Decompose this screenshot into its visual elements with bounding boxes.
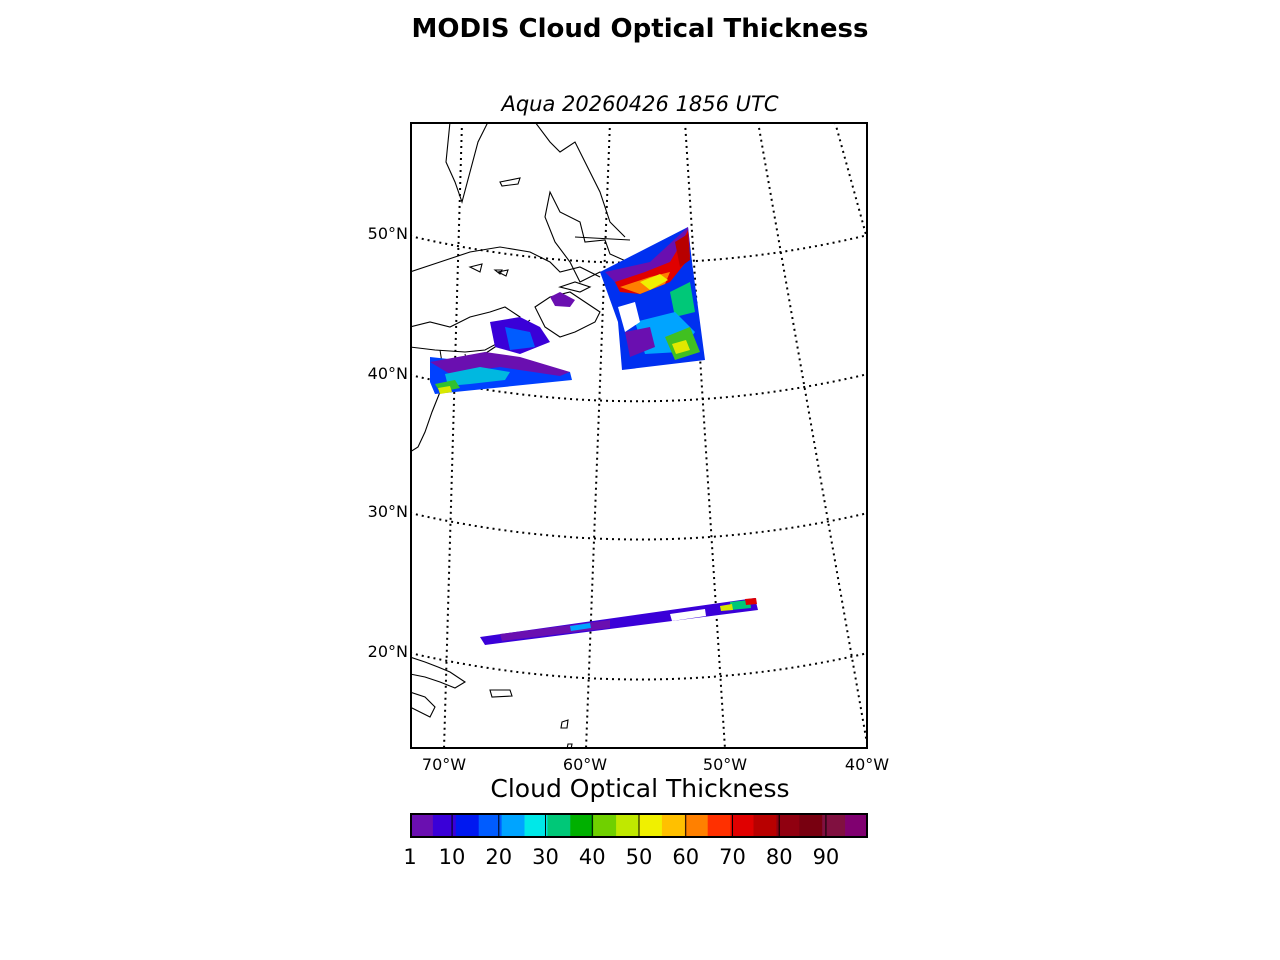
swath-west-blue — [505, 327, 535, 350]
lon-label-50w: 50°W — [702, 755, 748, 774]
colorbar-segment — [707, 813, 732, 838]
swath-west-speckle — [550, 292, 575, 307]
coast-puerto-rico — [489, 689, 513, 698]
coast-quebec-north — [445, 122, 489, 204]
swath-west-yellow — [438, 386, 452, 394]
colorbar-segment — [822, 813, 846, 838]
colorbar-tick-label: 90 — [812, 845, 840, 869]
colorbar-segment — [455, 813, 480, 838]
colorbar-tick-label: 30 — [532, 845, 559, 869]
map-border — [410, 122, 868, 749]
swath-east-green — [670, 282, 695, 317]
swath-east-gap — [618, 302, 640, 332]
swath-south-gap — [670, 609, 706, 621]
colorbar-tick-label: 10 — [438, 845, 466, 869]
meridian-70w — [443, 122, 463, 749]
colorbar-segment — [524, 813, 548, 838]
figure-title: MODIS Cloud Optical Thickness — [411, 14, 869, 44]
colorbar-segment — [799, 813, 823, 838]
coast-magdalen — [496, 269, 509, 277]
colorbar-segment — [639, 813, 663, 838]
lat-label-40n: 40°N — [367, 364, 408, 383]
swath-west-teal — [445, 367, 510, 386]
map-subtitle: Aqua 20260426 1856 UTC — [501, 92, 779, 116]
colorbar-segment — [776, 813, 800, 838]
graticule-meridians — [443, 122, 868, 749]
lon-label-40w: 40°W — [844, 755, 890, 774]
lat-label-50n: 50°N — [367, 224, 408, 243]
swath-east-red-mid — [675, 234, 690, 267]
swath-south-red — [745, 598, 757, 605]
colorbar-label: Cloud Optical Thickness — [490, 774, 790, 803]
colorbar-tick-label: 60 — [672, 845, 700, 869]
colorbar-segment — [684, 813, 709, 838]
meridian-50w — [684, 122, 726, 749]
swath-south-yellow — [720, 604, 733, 611]
colorbar-segment — [570, 813, 594, 838]
border-quebec-labrador — [574, 236, 631, 241]
colorbar-segment — [410, 813, 434, 838]
coast-cuba — [410, 656, 467, 689]
coast-gulf-st-lawrence — [410, 246, 601, 278]
colorbar-tick-label: 1 — [403, 845, 417, 869]
lat-label-20n: 20°N — [367, 642, 408, 661]
lat-label-30n: 30°N — [367, 502, 408, 521]
map-panel — [410, 122, 868, 749]
meridian-30w — [834, 122, 868, 243]
colorbar-tick-label: 40 — [578, 845, 606, 869]
colorbar-segment — [730, 813, 755, 838]
colorbar-border — [410, 813, 868, 838]
meridian-40w — [757, 122, 868, 749]
swath-east-yellow — [640, 274, 668, 290]
colorbar-segment — [432, 813, 457, 838]
swath-east-yellow-lower — [672, 340, 690, 354]
coast-sable-island — [468, 263, 483, 273]
swath-east-red — [615, 230, 690, 294]
colorbar-tick-label: 50 — [625, 845, 653, 869]
meridian-60w — [585, 122, 611, 749]
lon-label-60w: 60°W — [562, 755, 608, 774]
colorbar-segment — [845, 813, 868, 838]
colorbar-segment — [547, 813, 571, 838]
colorbar-tick-label: 80 — [765, 845, 793, 869]
colorbar-segment — [593, 813, 617, 838]
colorbar-segment — [616, 813, 640, 838]
colorbar-segment — [478, 813, 503, 838]
swath-east-purple-mid — [625, 327, 655, 357]
cloud-swath-east — [600, 227, 705, 370]
swath-east-purple-top — [605, 227, 690, 287]
colorbar-segment — [661, 813, 686, 838]
colorbar-tick-label: 70 — [719, 845, 746, 869]
coast-anticosti — [499, 177, 521, 187]
coast-labrador — [534, 122, 626, 238]
colorbar-segment — [501, 813, 526, 838]
swath-south-cyan — [570, 623, 591, 631]
colorbar-tick-label: 20 — [485, 845, 513, 869]
cloud-swath-west — [430, 292, 575, 394]
cloud-swath-south — [480, 598, 758, 645]
colorbar — [410, 813, 868, 838]
coast-pei — [558, 281, 592, 293]
colorbar-segment — [753, 813, 777, 838]
lon-label-70w: 70°W — [421, 755, 467, 774]
coast-hispaniola — [410, 691, 436, 718]
